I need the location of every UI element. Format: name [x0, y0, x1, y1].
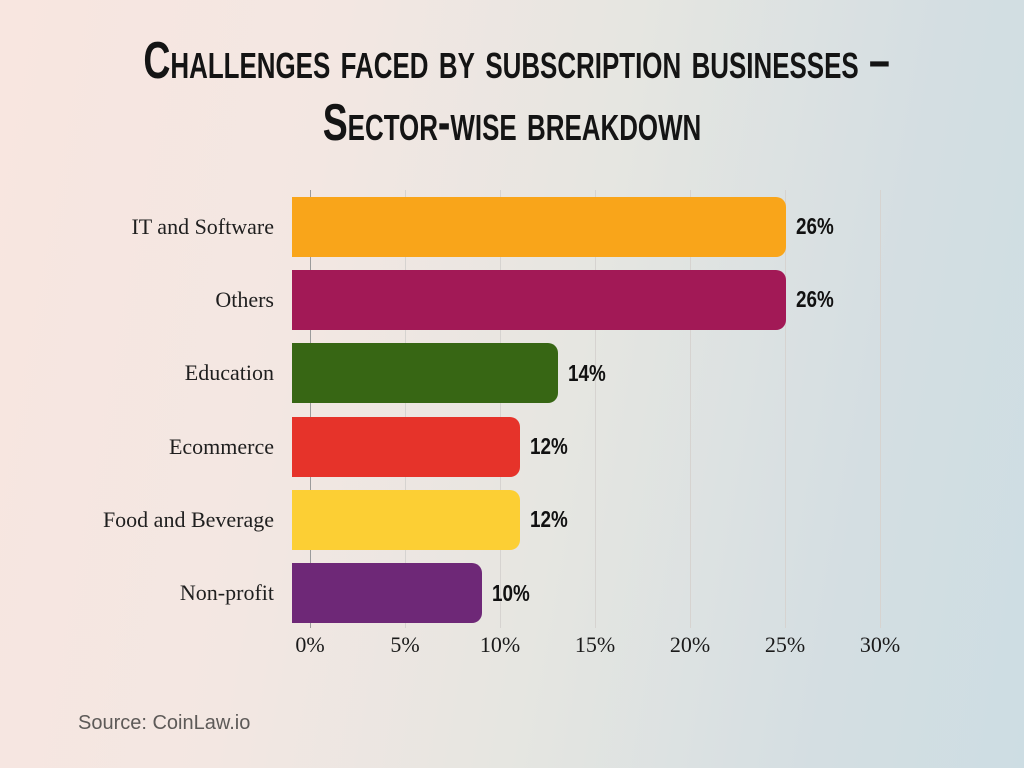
x-tick-5: 5%	[390, 632, 420, 657]
category-label: Food and Beverage	[102, 506, 274, 532]
bar-track: 26%	[292, 196, 842, 257]
bar-track: 12%	[292, 416, 576, 477]
bar-row-education: Education 14%	[0, 337, 970, 410]
chart-title-line-1: Challenges Faced by Subscription Busines…	[143, 32, 890, 90]
bar-value-label: 12%	[530, 433, 568, 460]
x-tick-25: 25%	[764, 632, 806, 657]
gridline-30pct	[880, 190, 881, 628]
category-label: Non-profit	[179, 580, 274, 606]
bar-row-ecommerce: Ecommerce 12%	[0, 410, 970, 483]
gridline-5pct	[405, 190, 406, 628]
x-tick-30: 30%	[859, 632, 901, 657]
category-label: IT and Software	[131, 213, 274, 239]
x-tick-20: 20%	[669, 632, 711, 657]
x-tick-10: 10%	[479, 632, 521, 657]
gridline-15pct	[595, 190, 596, 628]
bar-others	[292, 269, 786, 330]
gridline-0pct	[310, 190, 311, 628]
x-axis: 0% 5% 10% 15% 20% 25% 30%	[0, 632, 1024, 662]
gridline-25pct	[785, 190, 786, 628]
bar-track: 14%	[292, 343, 614, 404]
bar-it-and-software	[292, 196, 786, 257]
bar-chart: IT and Software 26% Others 26% Education…	[0, 190, 970, 630]
bar-value-label: 14%	[568, 359, 606, 386]
bar-ecommerce	[292, 416, 520, 477]
category-label: Education	[184, 360, 274, 386]
bar-food-and-beverage	[292, 489, 520, 550]
x-tick-15: 15%	[574, 632, 616, 657]
category-label: Others	[215, 286, 274, 312]
gridlines	[310, 190, 970, 628]
chart-title-line-2: Sector-wise Breakdown	[322, 94, 702, 152]
bar-track: 12%	[292, 489, 576, 550]
category-label: Ecommerce	[168, 433, 274, 459]
bar-track: 26%	[292, 269, 842, 330]
x-tick-0: 0%	[295, 632, 325, 657]
bar-row-food-and-beverage: Food and Beverage 12%	[0, 483, 970, 556]
bar-rows: IT and Software 26% Others 26% Education…	[0, 190, 970, 630]
gridline-20pct	[690, 190, 691, 628]
bar-value-label: 10%	[492, 579, 530, 606]
chart-title: Challenges Faced by Subscription Busines…	[0, 30, 1024, 154]
gridline-10pct	[500, 190, 501, 628]
bar-value-label: 12%	[530, 506, 568, 533]
bar-track: 10%	[292, 563, 538, 624]
bar-value-label: 26%	[796, 286, 834, 313]
bar-row-others: Others 26%	[0, 263, 970, 336]
bar-value-label: 26%	[796, 213, 834, 240]
bar-row-it-and-software: IT and Software 26%	[0, 190, 970, 263]
bar-education	[292, 343, 558, 404]
source-attribution: Source: CoinLaw.io	[78, 712, 251, 734]
bar-non-profit	[292, 563, 482, 624]
bar-row-non-profit: Non-profit 10%	[0, 557, 970, 630]
